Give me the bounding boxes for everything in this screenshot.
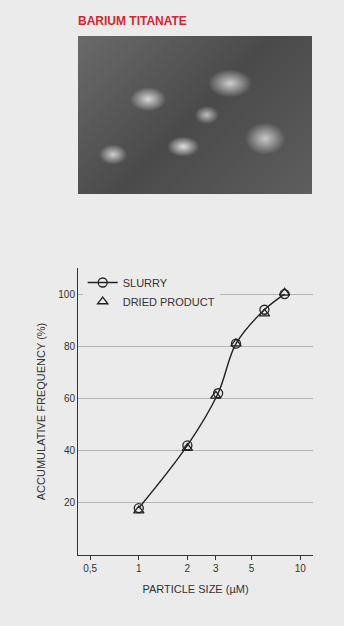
svg-text:0,5: 0,5 [83,563,97,574]
svg-text:ACCUMULATIVE FREQUENCY (%): ACCUMULATIVE FREQUENCY (%) [35,323,47,500]
svg-text:PARTICLE SIZE (µM): PARTICLE SIZE (µM) [142,583,248,595]
svg-text:100: 100 [58,289,75,300]
svg-text:1: 1 [136,563,142,574]
html-text:BARIUM TITANATE: BARIUM TITANATE [78,14,187,28]
svg-text:20: 20 [64,497,76,508]
svg-text:5: 5 [249,563,255,574]
svg-text:80: 80 [64,341,76,352]
svg-text:2: 2 [185,563,191,574]
svg-text:DRIED PRODUCT: DRIED PRODUCT [123,296,215,308]
svg-text:SLURRY: SLURRY [123,277,168,289]
svg-text:60: 60 [64,393,76,404]
svg-text:40: 40 [64,445,76,456]
svg-text:10: 10 [295,563,307,574]
svg-text:3: 3 [213,563,219,574]
